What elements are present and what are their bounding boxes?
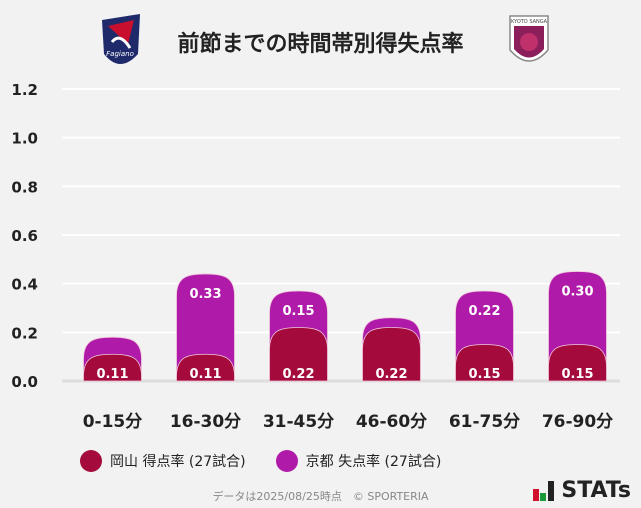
bar-okayama [455, 344, 514, 382]
data-label-kyoto: 0.33 [189, 287, 221, 302]
footer-note: データは2025/08/25時点 © SPORTERIA [212, 490, 429, 503]
y-tick-label: 0.6 [11, 227, 38, 245]
data-label-okayama: 0.11 [189, 367, 221, 382]
stats-brand: STATs [561, 478, 631, 503]
x-tick-label: 76-90分 [542, 412, 613, 432]
legend-label-okayama: 岡山 得点率 (27試合) [110, 454, 246, 470]
stats-logo: STATs [533, 478, 631, 503]
y-tick-label: 0.0 [11, 373, 38, 391]
bar-okayama [548, 344, 607, 382]
bar-okayama [176, 353, 235, 382]
data-label-okayama: 0.15 [561, 367, 593, 382]
x-tick-label: 31-45分 [263, 412, 334, 432]
data-label-kyoto: 0.15 [282, 304, 314, 319]
legend: 岡山 得点率 (27試合) 京都 失点率 (27試合) [80, 450, 441, 472]
y-tick-label: 1.0 [11, 130, 38, 148]
data-label-kyoto: 0.30 [561, 285, 593, 300]
data-label-okayama: 0.22 [375, 367, 407, 382]
legend-okayama: 岡山 得点率 (27試合) [80, 450, 246, 472]
svg-text:KYOTO SANGA: KYOTO SANGA [511, 19, 548, 25]
okayama-logo: Fagiano [102, 14, 140, 64]
data-label-okayama: 0.11 [96, 367, 128, 382]
x-tick-label: 0-15分 [83, 412, 143, 432]
x-tick-label: 16-30分 [170, 412, 241, 432]
data-label-okayama: 0.15 [468, 367, 500, 382]
legend-swatch-kyoto [275, 450, 298, 472]
x-tick-label: 61-75分 [449, 412, 520, 432]
chart: 0.0 0.2 0.4 0.6 0.8 1.0 1.2 Fagiano KYOTO SANGA 0… [11, 14, 620, 432]
bar-okayama [362, 327, 421, 382]
bar-kyoto [176, 273, 235, 382]
legend-kyoto: 京都 失点率 (27試合) [275, 450, 442, 472]
y-tick-label: 0.8 [11, 178, 38, 196]
bar-okayama [83, 353, 142, 382]
kyoto-logo: KYOTO SANGA [509, 15, 549, 62]
bar-okayama [269, 327, 328, 382]
chart-title: 前節までの時間帯別得失点率 [177, 32, 464, 57]
y-tick-label: 1.2 [11, 81, 38, 99]
legend-swatch-okayama [80, 450, 102, 472]
legend-label-kyoto: 京都 失点率 (27試合) [305, 454, 442, 470]
data-label-okayama: 0.22 [282, 367, 314, 382]
x-tick-label: 46-60分 [356, 412, 427, 432]
stats-bars-icon [533, 480, 555, 501]
y-tick-label: 0.4 [11, 276, 38, 294]
svg-text:Fagiano: Fagiano [106, 50, 134, 58]
y-tick-label: 0.2 [11, 324, 38, 342]
data-label-kyoto: 0.22 [468, 304, 500, 319]
